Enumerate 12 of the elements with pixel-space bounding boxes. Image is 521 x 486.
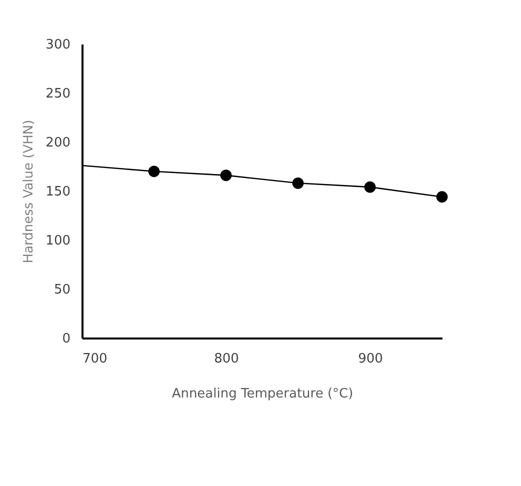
x-tick-label: 900 bbox=[358, 352, 383, 366]
x-tick-label: 700 bbox=[82, 352, 108, 366]
y-axis-title: Hardness Value (VHN) bbox=[22, 120, 37, 264]
y-tick-label: 0 bbox=[62, 332, 70, 346]
y-tick-label: 50 bbox=[54, 282, 70, 298]
y-tick-label: 200 bbox=[46, 136, 70, 150]
y-tick-label: 100 bbox=[46, 234, 70, 248]
x-tick-label: 800 bbox=[214, 352, 239, 366]
y-tick-label: 300 bbox=[46, 38, 70, 52]
y-tick-label: 150 bbox=[46, 184, 70, 200]
y-tick-label: 250 bbox=[46, 86, 70, 102]
x-axis-title: Annealing Temperature (°C) bbox=[172, 386, 354, 402]
